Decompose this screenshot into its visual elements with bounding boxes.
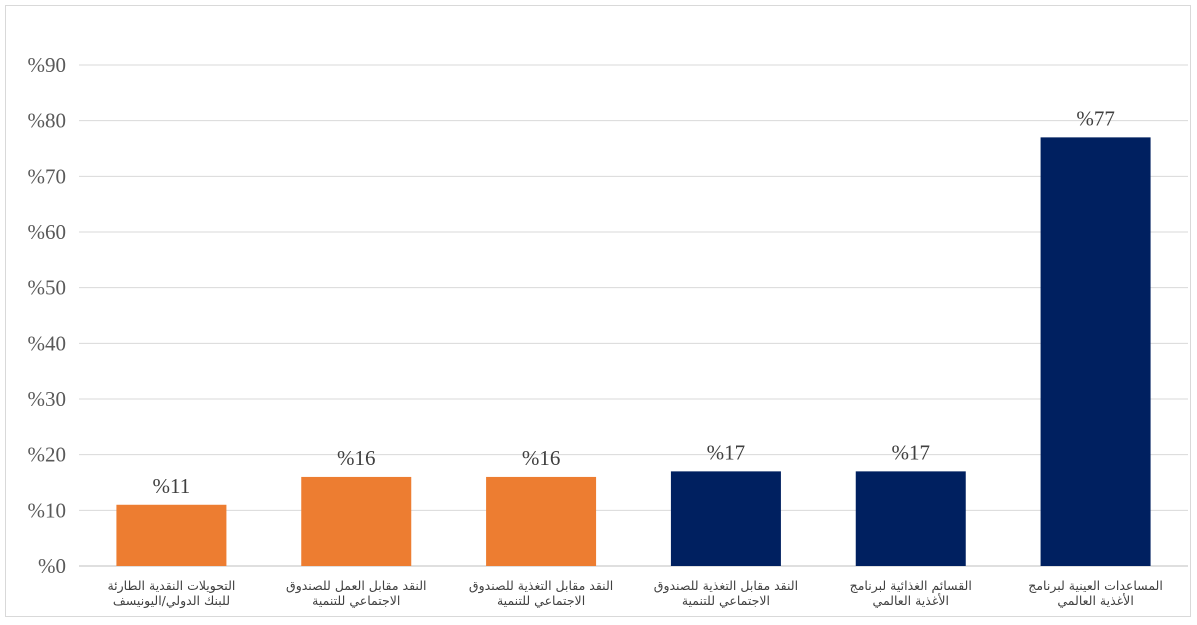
y-tick-label: %70	[28, 164, 67, 188]
y-tick-label: %30	[28, 387, 67, 411]
category-label: الاجتماعي للتنمية	[497, 593, 585, 608]
y-tick-label: %50	[28, 276, 67, 300]
category-label: القسائم الغذائية لبرنامج	[850, 578, 972, 594]
data-label: %16	[522, 446, 561, 470]
y-tick-label: %0	[38, 554, 66, 578]
y-tick-label: %40	[28, 331, 67, 355]
bar	[116, 504, 227, 566]
bar	[1040, 137, 1151, 566]
bar-chart: %0 %10 %20 %30 %40 %50 %60 %70 %80 %90 %11 التحويلا…	[28, 53, 1188, 609]
y-tick-label: %80	[28, 109, 67, 133]
data-label: %17	[707, 440, 746, 464]
bar	[855, 471, 966, 566]
category-label: النقد مقابل التغذية للصندوق	[654, 578, 798, 594]
data-label: %77	[1076, 106, 1115, 130]
y-tick-label: %90	[28, 53, 67, 77]
category-label: الاجتماعي للتنمية	[682, 593, 770, 608]
y-tick-label: %20	[28, 443, 67, 467]
category-label: الأغذية العالمي	[1057, 593, 1133, 608]
bar	[301, 476, 412, 566]
chart-frame: %0 %10 %20 %30 %40 %50 %60 %70 %80 %90 %11 التحويلا…	[5, 5, 1191, 617]
category-label: للبنك الدولي/اليونيسف	[113, 593, 230, 609]
y-tick-label: %10	[28, 498, 67, 522]
data-label: %17	[892, 440, 931, 464]
category-label: التحويلات النقدية الطارئة	[107, 578, 235, 594]
data-label: %16	[337, 446, 376, 470]
category-label: النقد مقابل التغذية للصندوق	[469, 578, 613, 594]
category-label: الأغذية العالمي	[873, 593, 949, 608]
category-label: النقد مقابل العمل للصندوق	[286, 578, 427, 594]
category-label: الاجتماعي للتنمية	[312, 593, 400, 608]
bar	[486, 476, 597, 566]
y-tick-label: %60	[28, 220, 67, 244]
data-label: %11	[153, 474, 191, 498]
bar	[670, 471, 781, 566]
category-label: المساعدات العينية لبرنامج	[1028, 578, 1163, 594]
